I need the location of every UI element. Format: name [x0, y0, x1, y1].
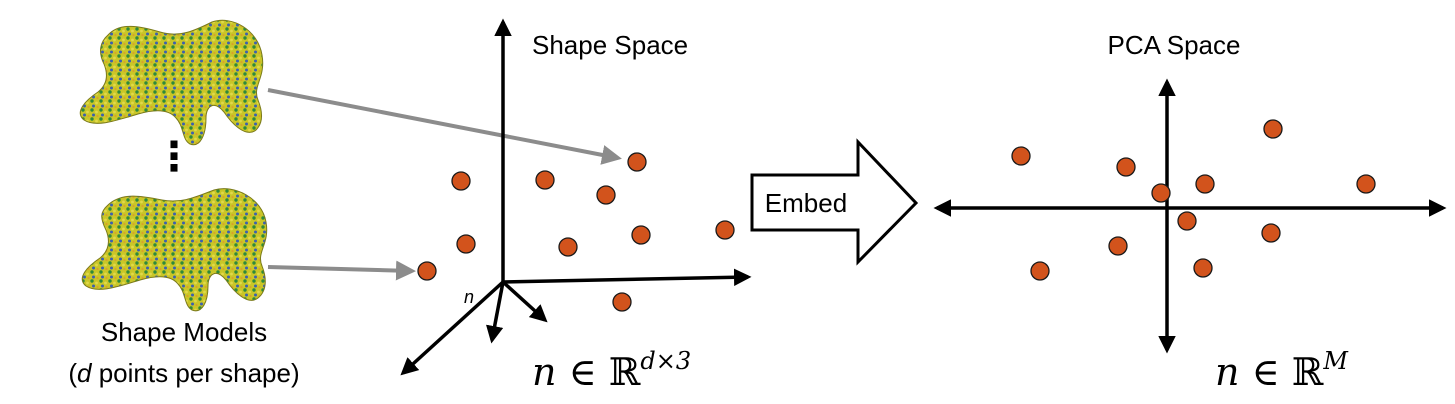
shape-space-axes: [400, 18, 752, 376]
shape-point: [417, 261, 437, 281]
shape-point: [558, 237, 578, 257]
shape-space-title: Shape Space: [532, 30, 688, 60]
points-per-shape-label: (d points per shape): [68, 358, 299, 388]
pointer-arrow-bottom: [267, 260, 416, 281]
pca-point: [1356, 174, 1376, 194]
pca-point: [1261, 223, 1281, 243]
pca-point: [1108, 236, 1128, 256]
axis-n-label: n: [464, 287, 474, 307]
pca-space-axes: [933, 78, 1447, 354]
pca-point: [1177, 211, 1197, 231]
shape-space-x-axis: [502, 268, 752, 287]
pca-space-formula: n ∈ ℝM: [1215, 347, 1349, 394]
shape-space-n-axis-1: [486, 281, 505, 344]
shape-model-top: [79, 19, 264, 146]
pca-point: [1116, 157, 1136, 177]
pca-space-points: [1011, 119, 1376, 281]
ellipsis-label: ⋮: [154, 135, 194, 179]
pca-space-title: PCA Space: [1108, 30, 1241, 60]
shape-space-points: [417, 152, 735, 312]
pca-point: [1030, 261, 1050, 281]
pca-point: [1151, 183, 1171, 203]
shape-models-label: Shape Models: [101, 317, 267, 347]
pointer-arrow-top: [267, 88, 622, 165]
shape-point: [631, 225, 651, 245]
shape-point: [596, 185, 616, 205]
shape-point: [715, 220, 735, 240]
embed-label: Embed: [765, 188, 847, 218]
embed-arrow: [750, 138, 919, 266]
shape-space-z-axis: [400, 280, 505, 376]
shape-model-bottom: [81, 188, 268, 312]
shape-space-formula: n ∈ ℝd×3: [532, 347, 691, 394]
shape-point: [612, 292, 632, 312]
shape-point: [456, 234, 476, 254]
pca-point: [1193, 258, 1213, 278]
pca-point: [1195, 174, 1215, 194]
shape-point: [535, 170, 555, 190]
shape-space-n-axis-2: [501, 280, 548, 323]
pca-point: [1263, 119, 1283, 139]
shape-point: [451, 171, 471, 191]
pca-point: [1011, 146, 1031, 166]
shape-point: [627, 152, 647, 172]
